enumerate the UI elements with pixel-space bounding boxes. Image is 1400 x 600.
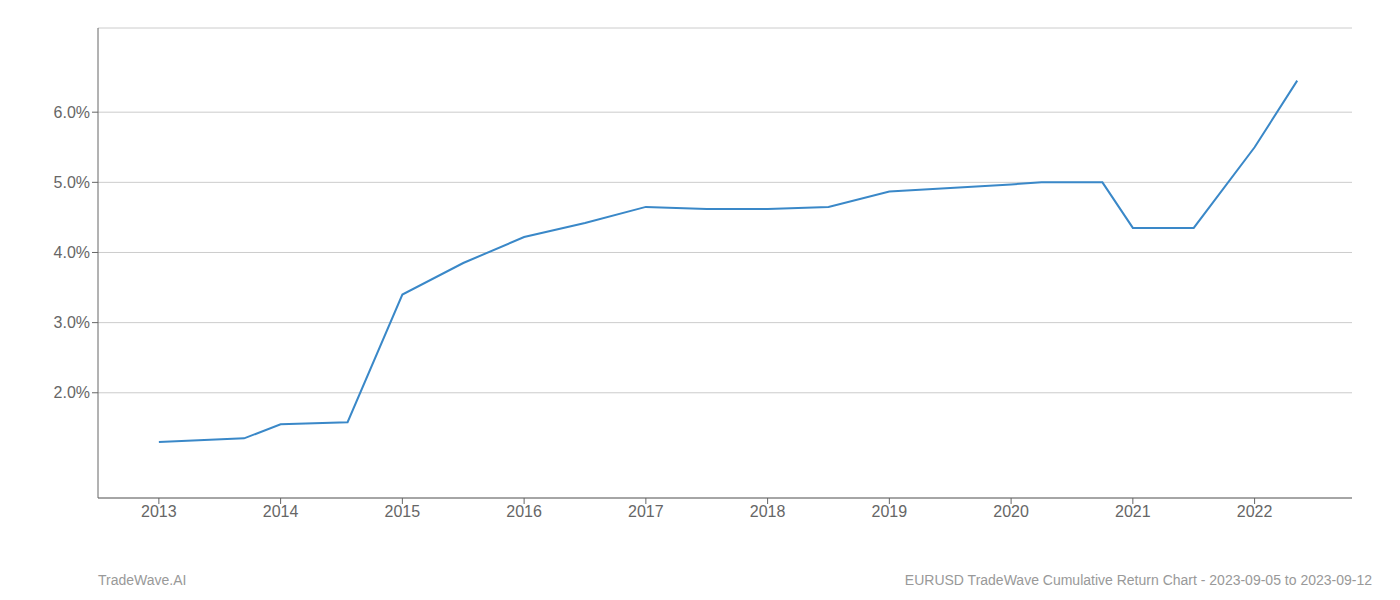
svg-text:2.0%: 2.0% [54,384,90,401]
svg-text:2019: 2019 [872,503,908,520]
html-text:TradeWave.AI: TradeWave.AI [98,572,187,588]
svg-text:5.0%: 5.0% [54,174,90,191]
svg-text:3.0%: 3.0% [54,314,90,331]
html-text:EURUSD TradeWave Cumulative Re: EURUSD TradeWave Cumulative Return Chart… [904,572,1372,588]
svg-text:2020: 2020 [993,503,1029,520]
svg-text:2018: 2018 [750,503,786,520]
svg-text:2013: 2013 [141,503,177,520]
svg-text:2016: 2016 [506,503,542,520]
svg-text:2014: 2014 [263,503,299,520]
svg-text:2015: 2015 [385,503,421,520]
svg-text:2022: 2022 [1237,503,1273,520]
svg-text:2017: 2017 [628,503,664,520]
svg-text:4.0%: 4.0% [54,244,90,261]
svg-text:6.0%: 6.0% [54,104,90,121]
svg-text:2021: 2021 [1115,503,1151,520]
